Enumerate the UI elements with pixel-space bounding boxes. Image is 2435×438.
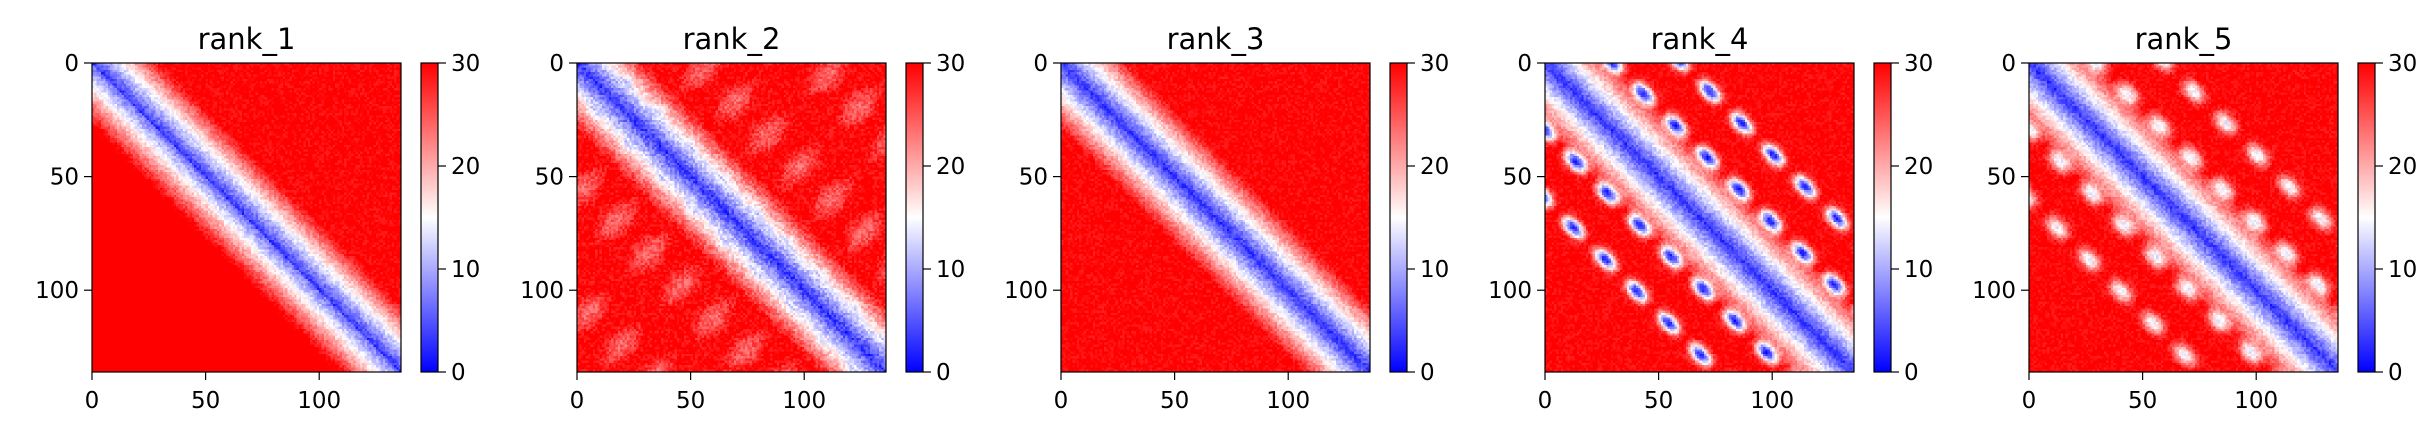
colorbar-tick-label: 30 xyxy=(1420,51,1449,77)
colorbar xyxy=(1874,63,1891,372)
chart-panel-4: rank_4 0 50 100 0 50 100 0 10 20 30 xyxy=(1488,22,1933,414)
x-tick-label: 100 xyxy=(297,388,341,414)
colorbar-tick-label: 0 xyxy=(2388,360,2403,386)
chart-title: rank_5 xyxy=(2135,22,2233,56)
heatmap-image xyxy=(92,63,401,372)
y-tick-label: 50 xyxy=(535,165,564,191)
x-tick-label: 50 xyxy=(191,388,220,414)
colorbar-tick-label: 20 xyxy=(936,154,965,180)
chart-panel-3: rank_3 0 50 100 0 50 100 0 10 20 30 xyxy=(1004,22,1449,414)
heatmap-image xyxy=(2029,63,2338,372)
x-tick-label: 0 xyxy=(2022,388,2037,414)
colorbar-tick-label: 20 xyxy=(1420,154,1449,180)
chart-title: rank_4 xyxy=(1651,22,1749,56)
heatmap-image xyxy=(1061,63,1370,372)
x-tick-label: 50 xyxy=(676,388,705,414)
y-tick-label: 100 xyxy=(1488,278,1532,304)
x-tick-label: 50 xyxy=(1644,388,1673,414)
y-tick-label: 50 xyxy=(1987,165,2016,191)
colorbar-tick-label: 10 xyxy=(2388,257,2417,283)
x-tick-label: 100 xyxy=(2234,388,2278,414)
x-tick-label: 50 xyxy=(1160,388,1189,414)
x-tick-label: 0 xyxy=(1538,388,1553,414)
y-tick-label: 0 xyxy=(2001,51,2016,77)
colorbar-tick-label: 20 xyxy=(2388,154,2417,180)
y-tick-label: 100 xyxy=(1972,278,2016,304)
chart-title: rank_3 xyxy=(1167,22,1265,56)
colorbar-tick-label: 0 xyxy=(936,360,951,386)
colorbar-tick-label: 30 xyxy=(2388,51,2417,77)
x-tick-label: 0 xyxy=(1054,388,1069,414)
colorbar-tick-label: 30 xyxy=(451,51,480,77)
x-tick-label: 100 xyxy=(782,388,826,414)
colorbar xyxy=(421,63,438,372)
colorbar-tick-label: 30 xyxy=(936,51,965,77)
colorbar-tick-label: 10 xyxy=(451,257,480,283)
colorbar-tick-label: 30 xyxy=(1904,51,1933,77)
heatmap-image xyxy=(1545,63,1854,372)
colorbar-tick-label: 20 xyxy=(1904,154,1933,180)
colorbar-tick-label: 0 xyxy=(1904,360,1919,386)
chart-panel-5: rank_5 0 50 100 0 50 100 0 10 20 30 xyxy=(1972,22,2417,414)
y-tick-label: 0 xyxy=(1033,51,1048,77)
x-tick-label: 0 xyxy=(570,388,585,414)
y-tick-label: 100 xyxy=(1004,278,1048,304)
y-tick-label: 50 xyxy=(1503,165,1532,191)
colorbar xyxy=(2358,63,2375,372)
colorbar-tick-label: 20 xyxy=(451,154,480,180)
y-tick-label: 50 xyxy=(1019,165,1048,191)
y-tick-label: 100 xyxy=(520,278,564,304)
x-tick-label: 0 xyxy=(85,388,100,414)
colorbar-tick-label: 10 xyxy=(936,257,965,283)
chart-title: rank_2 xyxy=(683,22,781,56)
colorbar xyxy=(906,63,923,372)
colorbar-tick-label: 10 xyxy=(1904,257,1933,283)
colorbar-tick-label: 0 xyxy=(1420,360,1435,386)
heatmap-image xyxy=(577,63,886,372)
x-tick-label: 50 xyxy=(2128,388,2157,414)
x-tick-label: 100 xyxy=(1266,388,1310,414)
y-tick-label: 50 xyxy=(50,165,79,191)
colorbar-tick-label: 0 xyxy=(451,360,466,386)
y-tick-label: 0 xyxy=(64,51,79,77)
chart-title: rank_1 xyxy=(198,22,296,56)
colorbar-tick-label: 10 xyxy=(1420,257,1449,283)
chart-panel-1: rank_1 0 50 100 0 50 100 0 10 20 30 xyxy=(35,22,480,414)
x-tick-label: 100 xyxy=(1750,388,1794,414)
y-tick-label: 0 xyxy=(1517,51,1532,77)
colorbar xyxy=(1390,63,1407,372)
y-tick-label: 0 xyxy=(549,51,564,77)
chart-panel-2: rank_2 0 50 100 0 50 100 0 10 20 30 xyxy=(520,22,965,414)
y-tick-label: 100 xyxy=(35,278,79,304)
